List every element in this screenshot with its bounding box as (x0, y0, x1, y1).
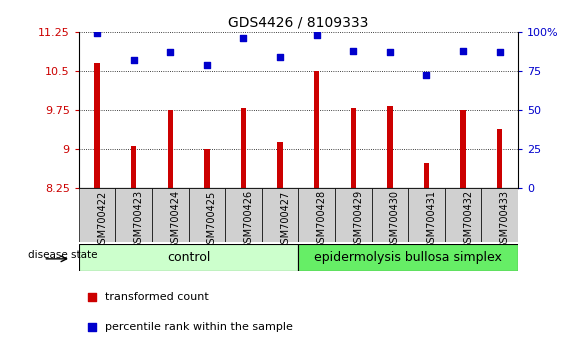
Text: GSM700426: GSM700426 (243, 190, 253, 250)
Text: GSM700425: GSM700425 (207, 190, 217, 250)
Point (166, 49, 175, 55)
Text: disease state: disease state (28, 250, 97, 260)
Bar (298, 244, 518, 271)
Bar (481, 188, 518, 242)
Bar (79, 188, 115, 242)
Bar (372, 188, 408, 242)
Bar (424, 163, 429, 188)
Bar (314, 71, 319, 188)
Bar (95, 63, 100, 188)
Text: GSM700430: GSM700430 (390, 190, 400, 249)
Bar (335, 188, 372, 242)
Point (276, 54, 284, 59)
Bar (225, 188, 262, 242)
Text: GSM700427: GSM700427 (280, 190, 290, 250)
Bar (497, 129, 502, 188)
Text: GSM700423: GSM700423 (134, 190, 144, 250)
Text: GSM700431: GSM700431 (427, 190, 436, 249)
Point (92, 30, 102, 36)
Point (312, 32, 321, 38)
Text: GSM700428: GSM700428 (316, 190, 327, 250)
Bar (79, 244, 298, 271)
Bar (351, 108, 356, 188)
Point (458, 48, 467, 53)
Bar (298, 188, 335, 242)
Bar (278, 142, 283, 188)
Title: GDS4426 / 8109333: GDS4426 / 8109333 (228, 15, 369, 29)
Bar (152, 188, 189, 242)
Point (348, 48, 358, 53)
Point (87, 324, 96, 330)
Bar (262, 188, 298, 242)
Bar (204, 149, 209, 188)
Text: GSM700422: GSM700422 (97, 190, 107, 250)
Text: GSM700429: GSM700429 (354, 190, 363, 250)
Text: transformed count: transformed count (105, 291, 209, 302)
Text: epidermolysis bullosa simplex: epidermolysis bullosa simplex (314, 251, 502, 264)
Bar (445, 188, 481, 242)
Bar (387, 105, 392, 188)
Bar (168, 110, 173, 188)
Bar (461, 110, 466, 188)
Bar (241, 108, 246, 188)
Text: GSM700433: GSM700433 (500, 190, 510, 249)
Point (87, 294, 96, 299)
Point (129, 57, 138, 63)
Text: control: control (167, 251, 211, 264)
Text: GSM700424: GSM700424 (171, 190, 180, 250)
Point (239, 35, 248, 41)
Bar (131, 146, 136, 188)
Bar (115, 188, 152, 242)
Point (203, 62, 212, 67)
Point (422, 73, 431, 78)
Bar (408, 188, 445, 242)
Text: percentile rank within the sample: percentile rank within the sample (105, 321, 293, 332)
Point (385, 49, 394, 55)
Text: GSM700432: GSM700432 (463, 190, 473, 250)
Bar (189, 188, 225, 242)
Point (495, 49, 504, 55)
